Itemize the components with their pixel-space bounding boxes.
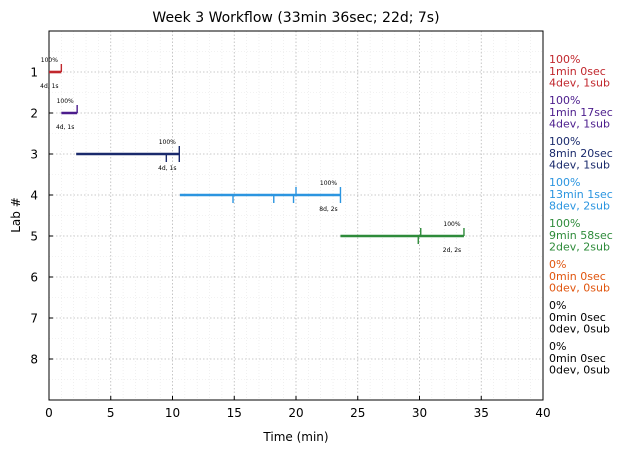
lab-3-pct-label: 100% xyxy=(159,139,176,146)
side-label-line: 0min 0sec xyxy=(549,352,606,365)
x-tick-label: 15 xyxy=(227,406,242,420)
y-tick-label: 4 xyxy=(30,189,38,203)
grid-lines xyxy=(49,31,543,400)
x-axis-ticks: 0 5 10 15 20 25 30 35 40 xyxy=(45,396,551,420)
lab-2-dev-label: 4d, 1s xyxy=(56,124,74,131)
chart-title: Week 3 Workflow (33min 36sec; 22d; 7s) xyxy=(152,10,439,26)
side-label-line: 100% xyxy=(549,217,580,230)
x-tick-label: 35 xyxy=(474,406,489,420)
lab-7-side-label: 0% 0min 0sec 0dev, 0sub xyxy=(549,299,610,336)
side-label-line: 2dev, 2sub xyxy=(549,241,610,254)
x-tick-label: 20 xyxy=(288,406,303,420)
side-label-line: 0dev, 0sub xyxy=(549,282,610,295)
lab-1-pct-label: 100% xyxy=(41,57,58,64)
side-label-line: 1min 17sec xyxy=(549,106,613,119)
side-label-line: 13min 1sec xyxy=(549,188,613,201)
side-label-line: 4dev, 1sub xyxy=(549,159,610,172)
side-label-line: 0min 0sec xyxy=(549,311,606,324)
lab-1-side-label: 100% 1min 0sec 4dev, 1sub xyxy=(549,53,610,90)
lab-2-pct-label: 100% xyxy=(57,98,74,105)
lab-1-dev-label: 4d, 1s xyxy=(40,83,58,90)
y-tick-label: 8 xyxy=(30,353,38,367)
side-label-line: 100% xyxy=(549,176,580,189)
lab-4-side-label: 100% 13min 1sec 8dev, 2sub xyxy=(549,176,613,213)
x-tick-label: 30 xyxy=(412,406,427,420)
lab-3-side-label: 100% 8min 20sec 4dev, 1sub xyxy=(549,135,613,172)
side-label-line: 4dev, 1sub xyxy=(549,118,610,131)
side-label-line: 100% xyxy=(549,53,580,66)
lab-5-pct-label: 100% xyxy=(443,221,460,228)
side-label-line: 8dev, 2sub xyxy=(549,200,610,213)
lab-2-side-label: 100% 1min 17sec 4dev, 1sub xyxy=(549,94,613,131)
x-tick-label: 10 xyxy=(165,406,180,420)
y-tick-label: 7 xyxy=(30,312,38,326)
x-tick-label: 0 xyxy=(45,406,53,420)
side-label-line: 1min 0sec xyxy=(549,65,606,78)
lab-4-dev-label: 8d, 2s xyxy=(319,206,337,213)
side-label-line: 100% xyxy=(549,135,580,148)
side-label-line: 0dev, 0sub xyxy=(549,323,610,336)
lab-6-side-label: 0% 0min 0sec 0dev, 0sub xyxy=(549,258,610,295)
side-label-line: 0% xyxy=(549,340,566,353)
side-label-line: 4dev, 1sub xyxy=(549,77,610,90)
lab-5-side-label: 100% 9min 58sec 2dev, 2sub xyxy=(549,217,613,254)
y-tick-label: 3 xyxy=(30,148,38,162)
x-axis-label: Time (min) xyxy=(262,430,328,444)
y-tick-label: 2 xyxy=(30,107,38,121)
side-label-line: 100% xyxy=(549,94,580,107)
side-label-line: 8min 20sec xyxy=(549,147,613,160)
y-tick-label: 1 xyxy=(30,66,38,80)
lab-bars: 100% 4d, 1s 100% 4d, 1s 100% 4d, 1s 100% 8d, 2s… xyxy=(40,57,465,254)
side-label-line: 9min 58sec xyxy=(549,229,613,242)
side-label-line: 0% xyxy=(549,258,566,271)
x-tick-label: 25 xyxy=(350,406,365,420)
lab-5-dev-label: 2d, 2s xyxy=(443,247,461,254)
side-label-line: 0min 0sec xyxy=(549,270,606,283)
y-tick-label: 5 xyxy=(30,230,38,244)
y-axis-label: Lab # xyxy=(9,197,23,233)
lab-4-pct-label: 100% xyxy=(320,180,337,187)
lab-3-dev-label: 4d, 1s xyxy=(158,165,176,172)
x-tick-label: 5 xyxy=(107,406,115,420)
x-tick-label: 40 xyxy=(535,406,550,420)
side-label-line: 0dev, 0sub xyxy=(549,364,610,377)
lab-8-side-label: 0% 0min 0sec 0dev, 0sub xyxy=(549,340,610,377)
y-axis-ticks: 1 2 3 4 5 6 7 8 xyxy=(30,66,53,367)
side-label-line: 0% xyxy=(549,299,566,312)
y-tick-label: 6 xyxy=(30,271,38,285)
